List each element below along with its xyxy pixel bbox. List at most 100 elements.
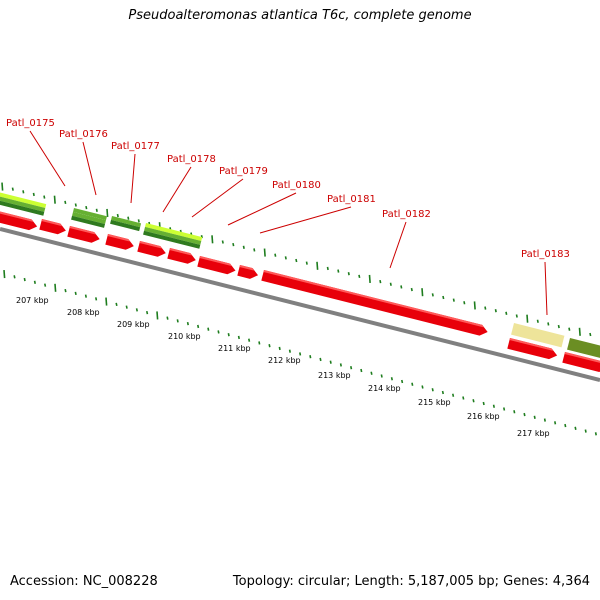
kbp-label: 211 kbp [218,344,251,353]
outer-tick [316,261,319,270]
kbp-scale-labels: 207 kbp 208 kbp 209 kbp 210 kbp 211 kbp 212 k… [16,296,550,438]
inner-tick [329,360,332,364]
outer-tick [221,240,224,244]
accession-text: Accession: NC_008228 [10,574,158,589]
gene-arrow [67,226,100,243]
gene-label-connector [82,141,97,196]
gene-label-connector [259,206,352,234]
outer-tick [53,195,56,204]
outer-tick [64,200,67,205]
gene-label: Patl_0178 [167,154,216,165]
inner-tick [533,415,536,419]
inner-tick [554,421,557,425]
outer-tick [284,256,287,260]
inner-tick [217,330,220,334]
inner-tick [462,396,465,400]
genome-stats-text: Topology: circular; Length: 5,187,005 bp… [232,574,590,589]
gene-arrow [0,209,38,231]
inner-tick [339,363,342,367]
kbp-label: 213 kbp [318,371,351,380]
outer-tick [526,314,529,323]
inner-tick-ring [3,270,597,436]
inner-tick [278,346,281,351]
outer-tick [305,261,308,265]
gene-arrow [237,265,259,279]
inner-tick [74,291,77,296]
inner-tick [64,288,67,293]
gene-arrow [507,338,558,360]
inner-tick [248,338,251,342]
outer-tick [389,282,392,286]
inner-tick [370,371,373,375]
inner-tick [23,277,26,282]
outer-tick [568,327,571,331]
gene-label: Patl_0181 [327,194,376,205]
kbp-label: 214 kbp [368,384,401,393]
outer-tick [74,203,77,207]
gene-label-group: Patl_0175Patl_0176Patl_0177Patl_0178Patl… [6,118,570,260]
inner-tick [156,311,159,320]
inner-tick [207,327,210,331]
outer-tick [95,208,98,212]
gene-arrow [167,248,196,264]
inner-tick [482,401,485,406]
inner-tick [584,429,587,433]
inner-tick [441,390,444,395]
kbp-label: 216 kbp [467,412,500,421]
inner-tick [33,280,36,284]
outer-tick [473,301,476,310]
inner-tick [227,333,230,337]
cog-block [143,223,203,249]
inner-tick [390,377,393,381]
outer-tick [11,187,14,191]
inner-tick [574,426,577,430]
gene-arrow [39,219,66,235]
inner-tick [135,308,138,312]
inner-tick [431,388,434,392]
outer-tick [442,295,445,300]
outer-tick [85,205,88,210]
inner-tick [44,283,47,287]
inner-tick [319,357,322,362]
gene-track [0,209,600,372]
gene-label-connector [191,178,244,218]
outer-tick [536,319,539,323]
inner-tick [594,432,597,436]
outer-tick [127,216,130,220]
outer-tick [22,190,25,194]
gene-label: Patl_0175 [6,118,55,129]
outer-tick [547,322,550,326]
outer-tick [326,266,329,271]
inner-tick [360,368,363,373]
inner-tick [309,355,312,359]
inner-tick [166,316,169,320]
gene-label: Patl_0183 [521,249,570,260]
outer-tick [242,245,245,249]
gene-arrow [562,352,600,372]
outer-tick [1,182,4,191]
outer-tick [410,287,413,292]
gene-arrow [105,234,134,250]
outer-tick [557,324,560,329]
inner-tick [258,341,261,345]
outer-tick [32,192,35,197]
inner-tick [421,385,424,389]
outer-tick [337,269,340,273]
kbp-label: 209 kbp [117,320,150,329]
inner-tick [268,344,271,348]
inner-tick [380,374,383,378]
inner-tick [237,335,240,340]
outer-tick [295,258,298,263]
outer-tick [431,293,434,297]
gene-label-connector [544,261,548,316]
inner-tick [176,319,179,323]
cog-block [0,190,47,216]
outer-tick [505,311,508,316]
inner-tick [492,404,495,408]
cog-feature-track [0,190,600,360]
outer-tick [106,208,109,217]
outer-tick [400,285,403,289]
genome-backbone [0,227,600,382]
gene-arrow [197,256,236,275]
inner-tick [54,283,57,292]
